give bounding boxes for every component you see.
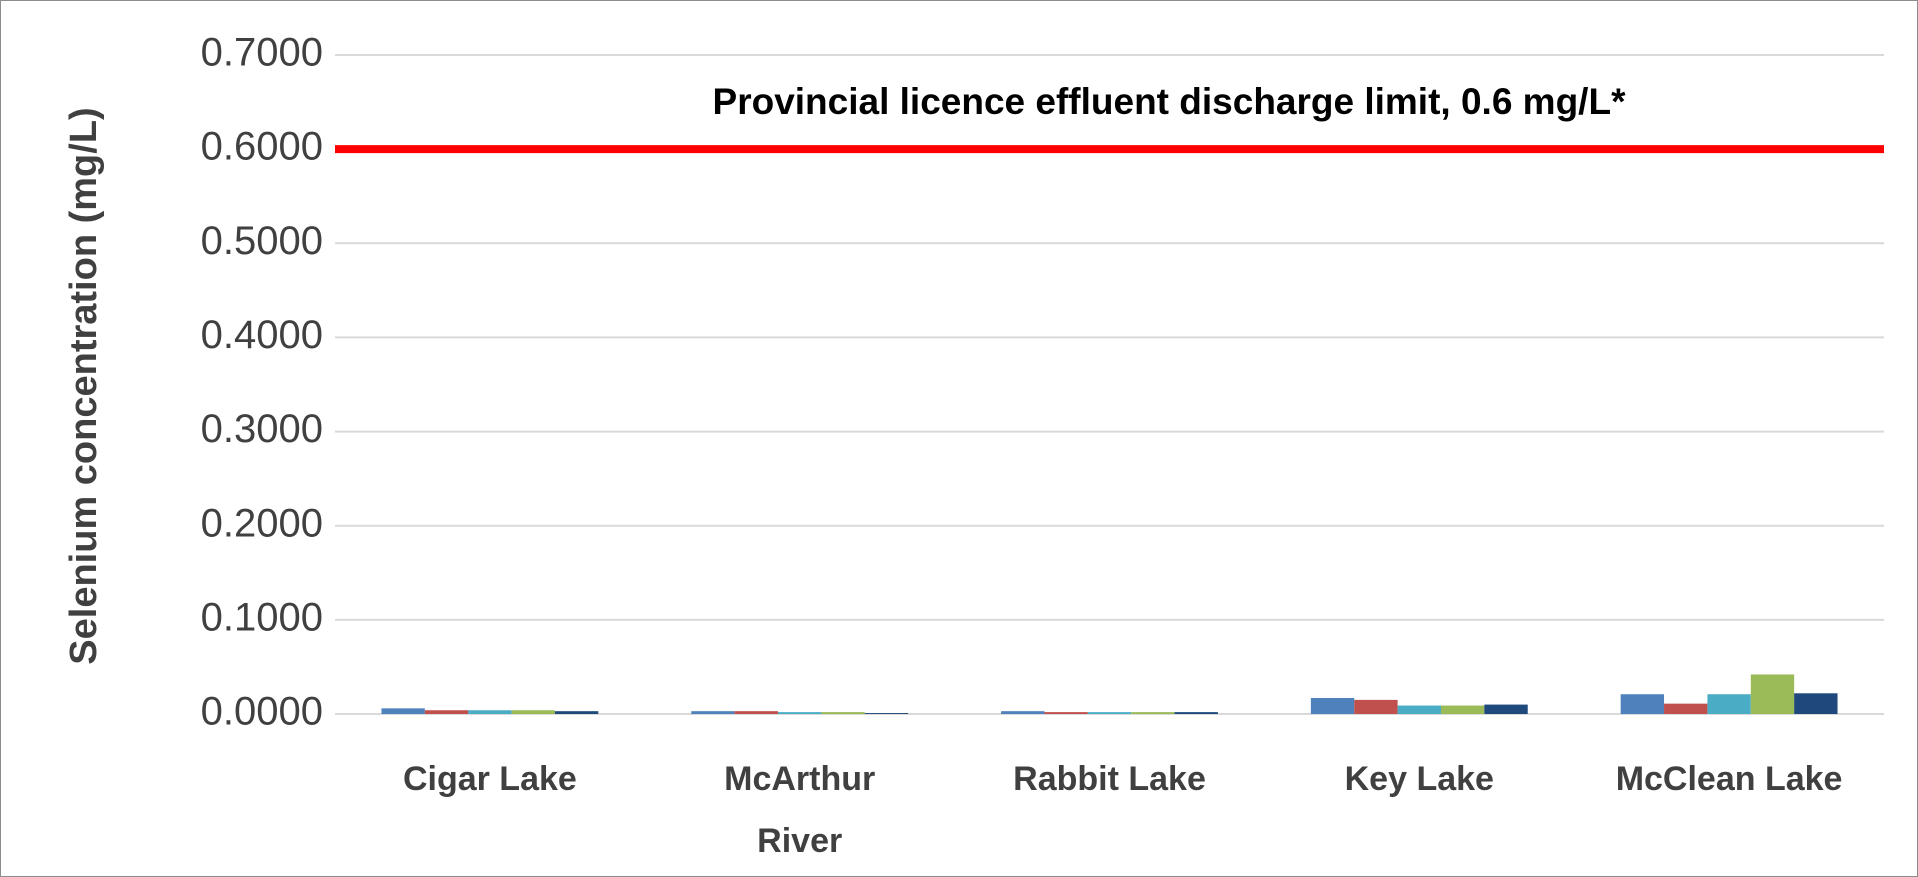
bar (511, 710, 555, 714)
y-tick-label: 0.1000 (201, 595, 323, 639)
reference-label: Provincial licence effluent discharge li… (713, 81, 1627, 122)
bar (1620, 694, 1665, 714)
bar (1794, 693, 1838, 714)
bar (691, 711, 735, 714)
bar (468, 710, 512, 714)
bar (821, 712, 865, 714)
x-tick-label: Rabbit Lake (1013, 760, 1206, 798)
bar (1087, 712, 1132, 714)
y-tick-label: 0.7000 (201, 31, 323, 75)
bar (1750, 674, 1795, 714)
y-tick-label: 0.6000 (201, 125, 323, 169)
bar (1131, 712, 1175, 714)
bar (1174, 712, 1218, 714)
y-tick-label: 0.4000 (201, 313, 323, 357)
bar (1664, 703, 1708, 714)
x-tick-label: Key Lake (1344, 760, 1494, 798)
bar (864, 713, 909, 714)
x-tick-label: McArthur River (724, 760, 876, 860)
bar (1397, 705, 1441, 714)
y-tick-label: 0.5000 (201, 219, 323, 263)
bar (778, 712, 822, 714)
y-tick-label: 0.3000 (201, 407, 323, 451)
bar (554, 711, 599, 714)
bar (1707, 694, 1751, 714)
y-axis-title: Selenium concentration (mg/L) (63, 107, 105, 665)
x-tick-label: McClean Lake (1615, 760, 1843, 798)
x-tick-label: Cigar Lake (402, 760, 577, 798)
bar (1044, 712, 1088, 714)
bar (381, 708, 425, 714)
bar (1354, 699, 1398, 714)
bar (1484, 704, 1528, 714)
bar (424, 710, 469, 714)
y-tick-label: 0.0000 (201, 690, 323, 734)
bar (1001, 711, 1045, 714)
bar (734, 711, 779, 714)
bar (1440, 705, 1485, 714)
bar (1310, 697, 1355, 714)
y-tick-label: 0.2000 (201, 501, 323, 545)
